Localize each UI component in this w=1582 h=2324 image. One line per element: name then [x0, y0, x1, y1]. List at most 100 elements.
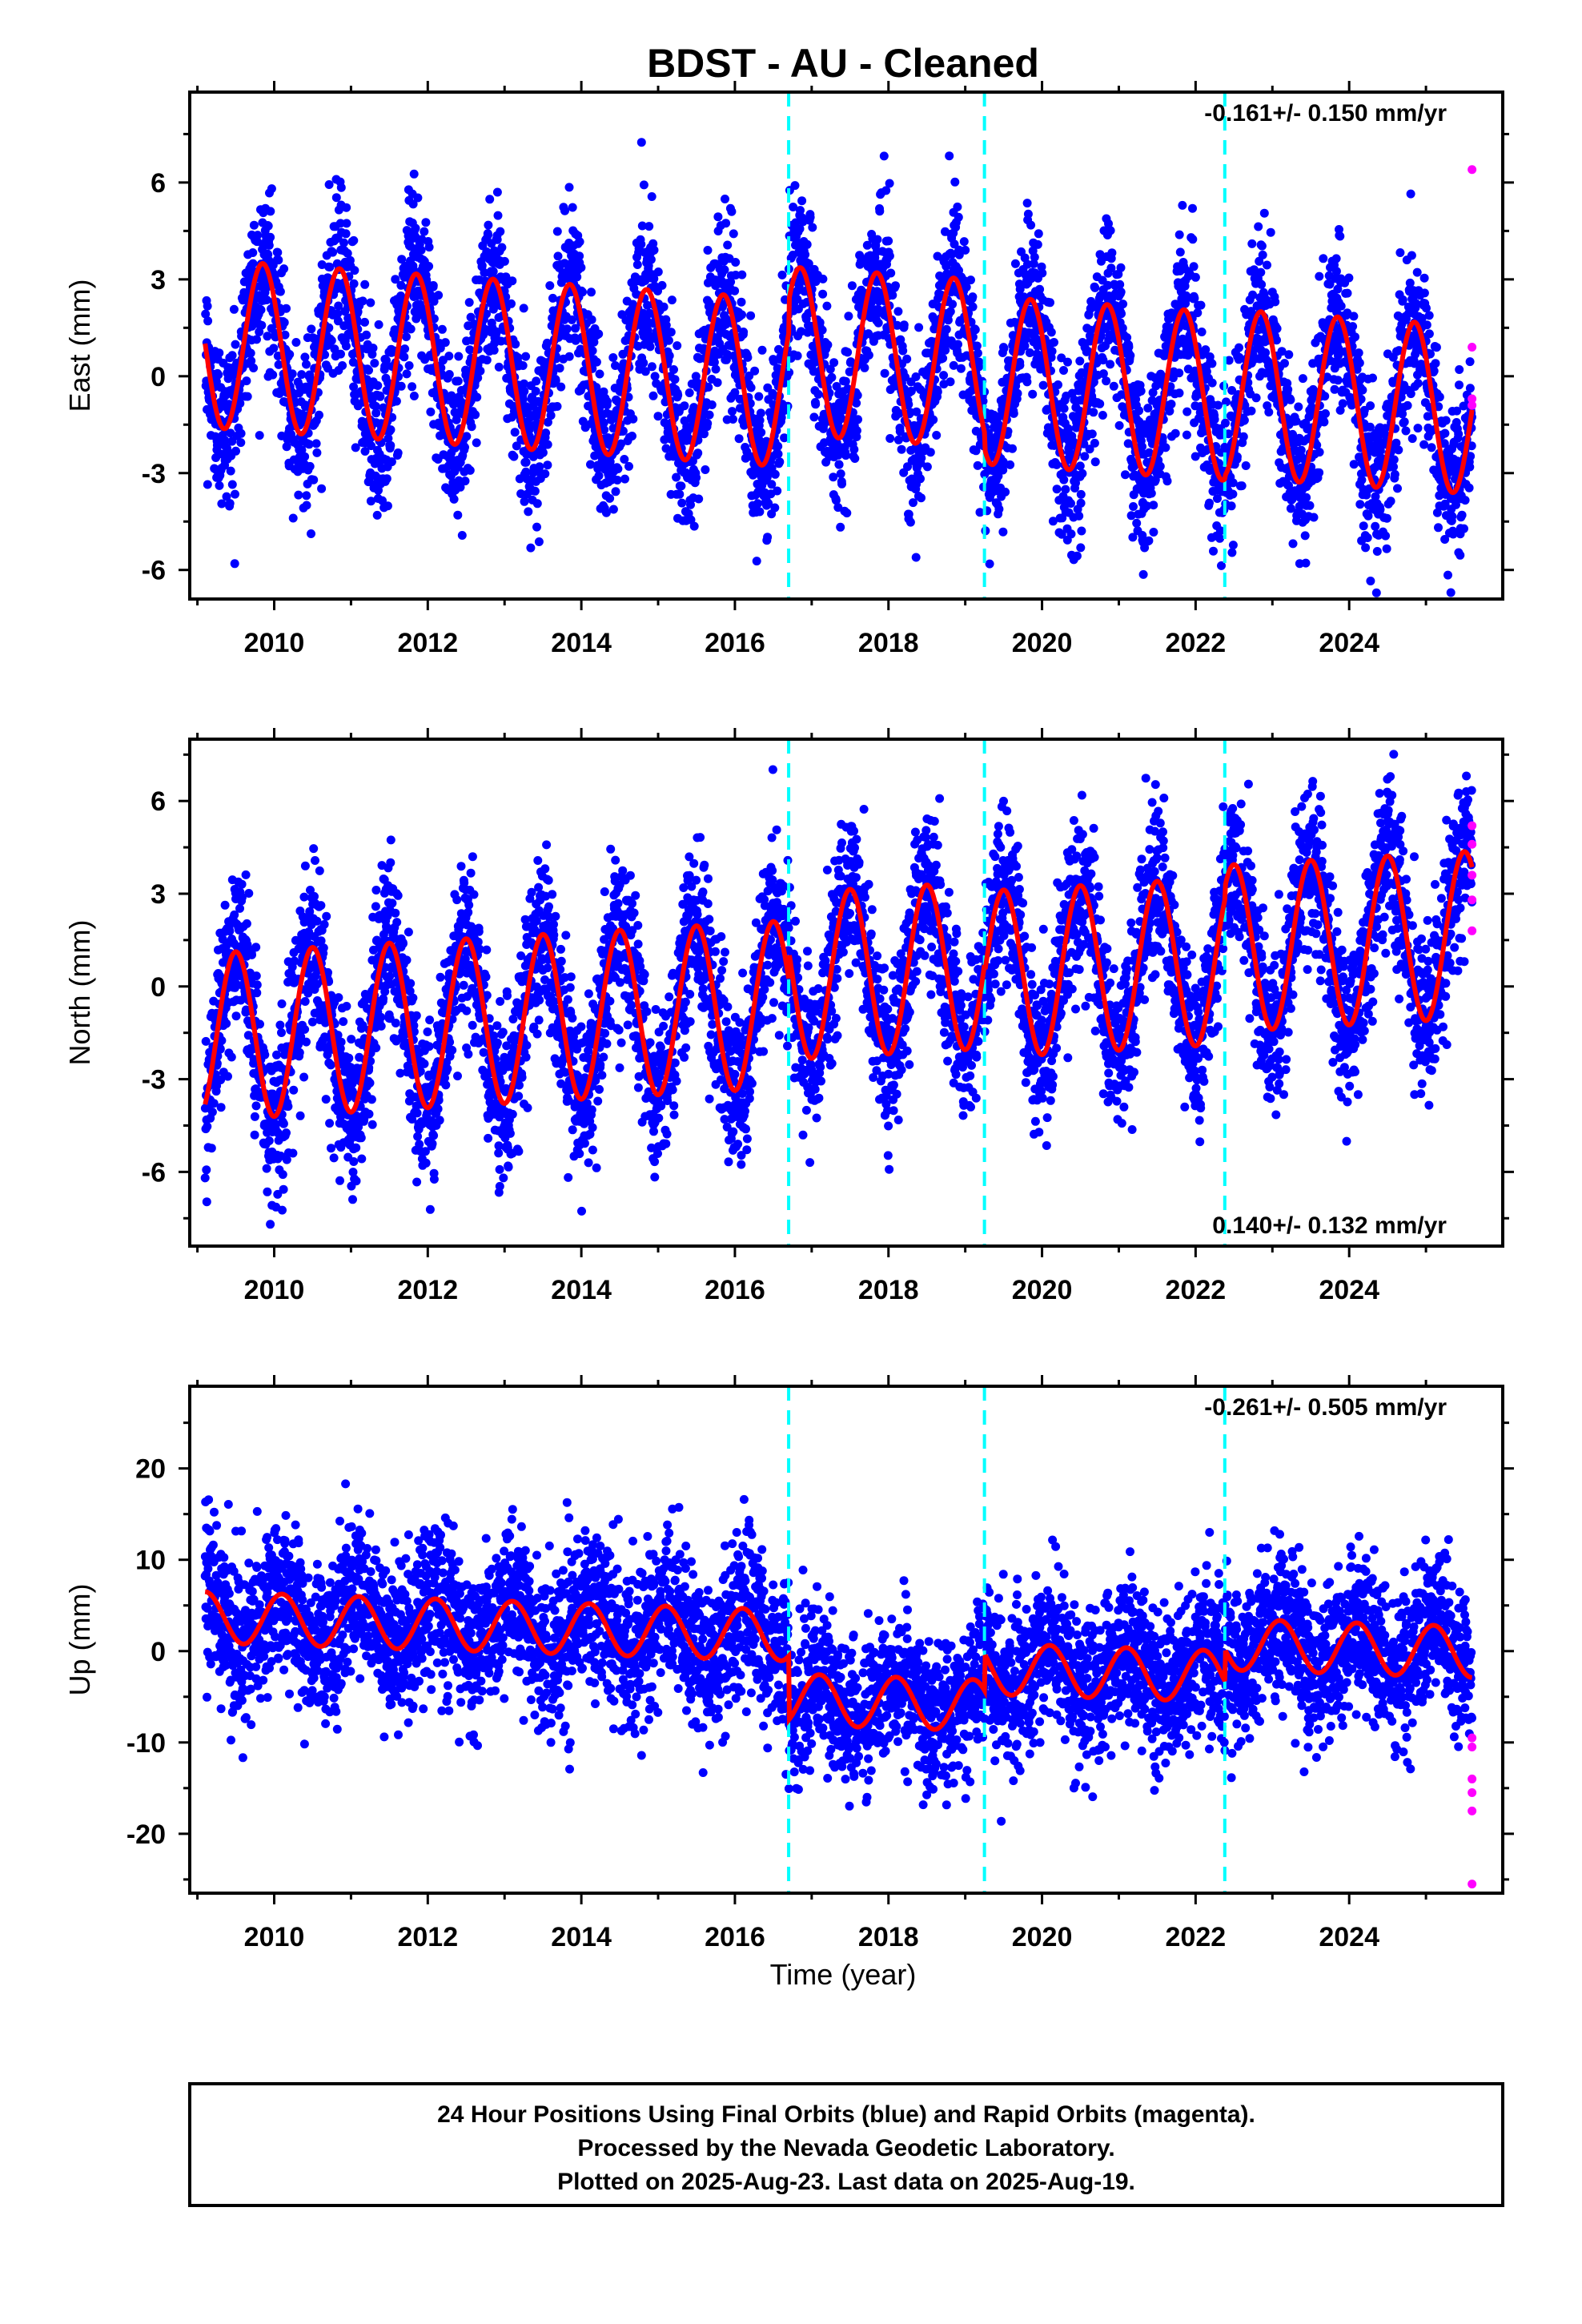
east-data-point: [902, 354, 912, 364]
east-data-point: [886, 268, 896, 278]
east-data-point: [1348, 322, 1358, 332]
east-data-point: [750, 366, 760, 376]
east-data-point: [338, 361, 347, 370]
east-data-point: [520, 387, 529, 396]
east-data-point: [594, 471, 604, 480]
east-data-point: [1386, 497, 1395, 506]
east-data-point: [1143, 404, 1153, 413]
east-data-point: [713, 378, 722, 388]
east-data-point: [1319, 254, 1328, 263]
east-data-point: [374, 320, 383, 329]
east-data-point: [1366, 577, 1375, 585]
east-data-point: [312, 448, 322, 457]
east-data-point: [279, 318, 289, 328]
east-data-point: [453, 510, 463, 520]
east-data-point: [1258, 250, 1267, 259]
east-data-point: [1106, 360, 1115, 369]
east-data-point: [371, 401, 380, 411]
east-data-point: [959, 237, 969, 247]
east-data-point: [1061, 485, 1070, 494]
east-data-point: [673, 341, 682, 351]
east-data-point: [543, 460, 552, 470]
east-data-point: [1134, 406, 1144, 416]
east-data-point: [620, 474, 629, 484]
east-data-point: [647, 192, 656, 201]
east-data-point: [538, 448, 548, 457]
east-data-point: [753, 499, 762, 509]
east-data-point: [1368, 373, 1377, 383]
east-data-point: [416, 245, 426, 255]
east-data-point: [1235, 343, 1243, 352]
east-data-point: [333, 316, 343, 326]
east-data-point: [1038, 380, 1048, 390]
east-data-point: [1161, 443, 1170, 452]
east-data-point: [1395, 248, 1405, 257]
east-data-point: [1259, 208, 1269, 218]
east-data-point: [644, 222, 654, 231]
east-data-point: [1215, 533, 1225, 543]
east-data-point: [460, 443, 469, 452]
east-data-point: [382, 474, 391, 484]
east-data-point: [757, 345, 767, 355]
east-data-point: [1116, 263, 1126, 272]
east-data-point: [945, 151, 954, 161]
east-data-point: [556, 382, 566, 392]
east-data-point: [647, 362, 656, 372]
east-data-point: [1178, 200, 1187, 210]
east-data-point: [300, 452, 310, 461]
east-data-point: [1188, 235, 1198, 244]
east-data-point: [1090, 438, 1099, 448]
east-data-point: [1394, 445, 1403, 455]
east-data-point: [360, 447, 370, 456]
east-data-point: [711, 364, 721, 374]
east-data-point: [1280, 359, 1289, 368]
east-data-point: [836, 469, 845, 479]
east-data-point: [548, 293, 557, 303]
east-data-point: [730, 286, 740, 296]
east-data-point: [397, 255, 407, 264]
east-data-point: [1239, 416, 1249, 425]
east-data-point: [836, 522, 845, 532]
east-data-point: [373, 381, 383, 390]
east-data-point: [225, 499, 235, 509]
east-data-point: [728, 407, 737, 416]
east-data-point: [653, 267, 663, 276]
east-data-point: [540, 469, 550, 479]
east-data-point: [929, 415, 938, 424]
east-data-point: [777, 270, 787, 279]
east-data-point: [1264, 408, 1274, 417]
east-data-point: [1022, 199, 1032, 208]
east-data-point: [837, 479, 846, 489]
east-data-point: [1028, 389, 1038, 399]
east-data-point: [1075, 356, 1085, 366]
east-data-point: [305, 461, 315, 471]
east-data-point: [532, 522, 541, 532]
east-data-point: [1076, 543, 1086, 553]
east-data-point: [339, 238, 348, 247]
east-data-point: [752, 557, 761, 566]
east-data-point: [1030, 252, 1039, 262]
east-data-point: [436, 431, 444, 440]
east-data-point: [1257, 241, 1267, 251]
east-data-point: [1013, 388, 1022, 398]
east-data-point: [873, 318, 883, 328]
east-data-point: [605, 493, 615, 503]
east-data-point: [324, 180, 334, 189]
east-data-point: [383, 434, 393, 443]
east-data-point: [1193, 308, 1203, 318]
east-data-point: [462, 432, 472, 441]
east-data-point: [636, 239, 646, 249]
east-data-point: [402, 332, 411, 342]
east-data-point: [1389, 455, 1399, 464]
east-data-point: [400, 344, 410, 354]
east-data-point: [383, 501, 392, 511]
east-data-point: [294, 490, 303, 500]
east-data-point: [1076, 498, 1086, 508]
east-data-point: [492, 235, 502, 244]
east-data-point: [335, 219, 345, 228]
east-data-point: [215, 348, 224, 358]
east-data-point: [444, 352, 454, 361]
east-data-point: [1237, 481, 1247, 491]
east-data-point: [875, 207, 885, 216]
east-data-point: [420, 227, 429, 236]
